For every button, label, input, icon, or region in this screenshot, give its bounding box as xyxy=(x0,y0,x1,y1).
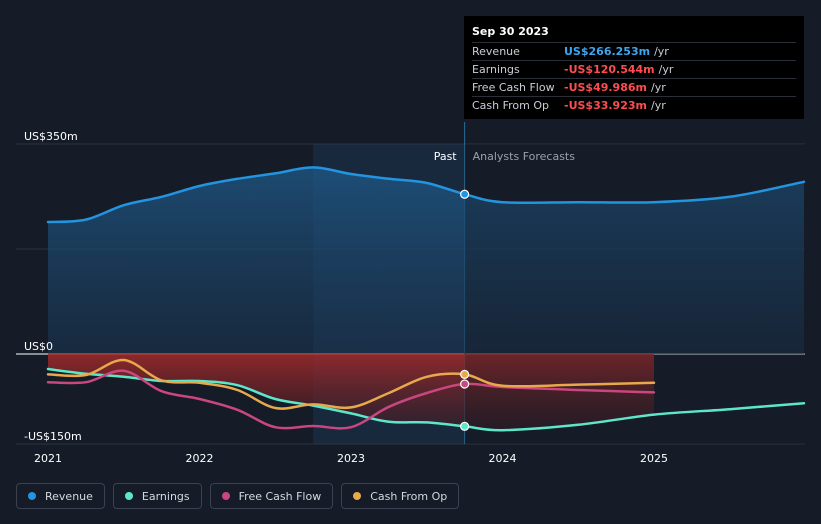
cash-from-op-line xyxy=(46,358,656,410)
tooltip-unit: /yr xyxy=(658,63,674,76)
x-tick-label: 2021 xyxy=(34,452,62,465)
legend-label: Free Cash Flow xyxy=(238,489,322,503)
legend-dot-icon xyxy=(353,492,362,500)
legend-item-earnings[interactable]: Earnings xyxy=(112,483,202,509)
legend-dot-icon xyxy=(221,492,230,500)
free-cash-flow-point xyxy=(460,379,470,389)
tooltip-date: Sep 30 2023 xyxy=(472,25,549,38)
tooltip-unit: /yr xyxy=(654,45,669,58)
legend-label: Earnings xyxy=(141,489,190,503)
tooltip-value: -US$49.986m xyxy=(564,81,647,94)
revenue-area xyxy=(48,167,804,354)
legend-item-free-cash-flow[interactable]: Free Cash Flow xyxy=(209,483,334,509)
loss-area xyxy=(48,354,654,431)
revenue-point xyxy=(460,189,470,199)
y-tick-label: US$350m xyxy=(24,130,78,143)
free-cash-flow-line xyxy=(46,369,656,430)
earnings-line xyxy=(46,367,806,432)
tooltip-row-free-cash-flow: Free Cash Flow -US$49.986m /yr xyxy=(472,78,796,96)
legend-dot-icon xyxy=(28,492,36,500)
legend: Revenue Earnings Free Cash Flow Cash Fro… xyxy=(16,483,460,511)
tooltip-label: Revenue xyxy=(472,45,520,58)
tooltip-row-cash-from-op: Cash From Op -US$33.923m /yr xyxy=(472,96,796,114)
legend-label: Revenue xyxy=(45,489,93,503)
tooltip-value: -US$33.923m xyxy=(564,99,647,112)
earnings-point xyxy=(460,421,470,431)
x-tick-label: 2022 xyxy=(186,452,214,465)
legend-dot-icon xyxy=(124,492,133,500)
past-label: Past xyxy=(434,150,458,163)
chart-area: US$350m US$0 -US$150m 2021 2022 2023 2024 2025 P… xyxy=(16,122,806,465)
legend-item-revenue[interactable]: Revenue xyxy=(16,483,105,509)
legend-item-cash-from-op[interactable]: Cash From Op xyxy=(341,483,460,509)
x-tick-label: 2023 xyxy=(337,452,365,465)
tooltip-unit: /yr xyxy=(650,81,666,94)
tooltip: Sep 30 2023 Revenue US$266.253m /yr Earn… xyxy=(464,16,804,119)
tooltip-label: Earnings xyxy=(472,63,520,76)
tooltip-value: -US$120.544m xyxy=(564,63,655,76)
y-tick-label: -US$150m xyxy=(24,430,82,443)
forecast-overlay xyxy=(464,144,805,444)
tooltip-row-earnings: Earnings -US$120.544m /yr xyxy=(472,60,796,78)
x-tick-label: 2024 xyxy=(489,452,517,465)
legend-label: Cash From Op xyxy=(370,489,448,503)
tooltip-row-revenue: Revenue US$266.253m /yr xyxy=(472,42,796,60)
tooltip-label: Cash From Op xyxy=(472,99,550,112)
tooltip-unit: /yr xyxy=(650,99,666,112)
forecast-label: Analysts Forecasts xyxy=(473,150,576,163)
cash-from-op-point xyxy=(460,369,470,379)
y-tick-label: US$0 xyxy=(24,340,53,353)
revenue-line xyxy=(46,166,806,224)
tooltip-value: US$266.253m xyxy=(564,45,651,58)
tooltip-label: Free Cash Flow xyxy=(472,81,555,94)
x-tick-label: 2025 xyxy=(640,452,668,465)
